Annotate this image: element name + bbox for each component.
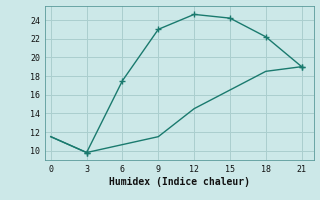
X-axis label: Humidex (Indice chaleur): Humidex (Indice chaleur) bbox=[109, 177, 250, 187]
